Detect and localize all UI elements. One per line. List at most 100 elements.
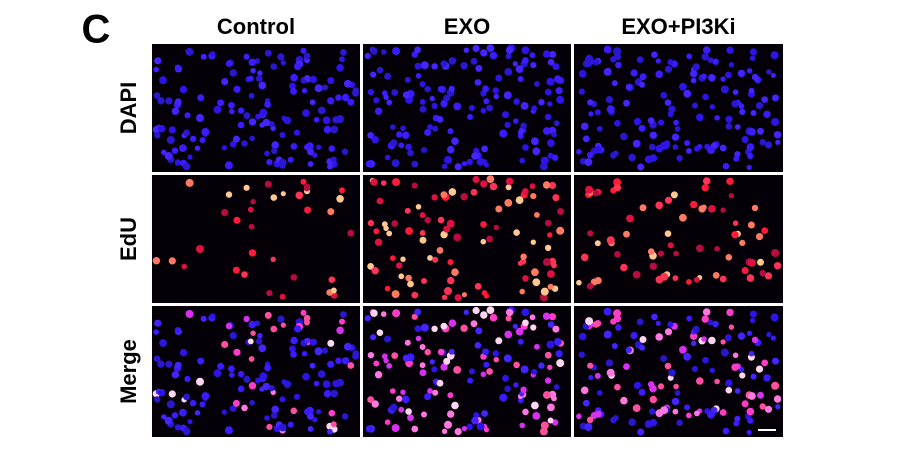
nucleus	[486, 104, 493, 112]
nucleus	[157, 97, 165, 105]
nucleus	[228, 102, 235, 109]
nucleus	[390, 403, 398, 412]
nucleus	[264, 101, 271, 108]
nucleus	[266, 423, 273, 430]
nucleus	[268, 385, 275, 392]
nucleus	[400, 125, 406, 131]
nucleus	[295, 191, 304, 200]
nucleus	[229, 405, 237, 412]
nucleus	[720, 76, 726, 82]
nucleus	[339, 56, 345, 63]
nucleus	[605, 96, 614, 104]
nucleus	[517, 338, 524, 345]
nucleus	[474, 342, 482, 349]
nucleus	[419, 105, 427, 113]
nucleus	[734, 124, 741, 130]
nucleus	[636, 318, 644, 326]
nucleus	[720, 348, 729, 357]
nucleus	[775, 404, 781, 410]
nucleus	[374, 371, 383, 379]
nucleus	[243, 112, 251, 120]
nucleus	[486, 235, 493, 243]
nucleus	[270, 194, 278, 201]
nucleus	[264, 311, 272, 319]
nucleus	[647, 248, 655, 255]
nucleus	[576, 413, 582, 420]
nucleus	[437, 216, 445, 224]
nucleus	[623, 230, 630, 238]
nucleus	[520, 386, 527, 393]
nucleus	[264, 364, 271, 372]
nucleus	[587, 99, 594, 106]
nucleus	[280, 60, 286, 66]
nucleus	[335, 357, 342, 364]
nucleus	[544, 88, 552, 96]
nucleus	[154, 132, 161, 139]
nucleus	[480, 311, 488, 319]
nucleus	[171, 147, 179, 154]
nucleus	[702, 177, 711, 185]
nucleus	[248, 382, 257, 390]
nucleus	[309, 338, 317, 346]
nucleus	[174, 424, 182, 431]
nucleus	[481, 145, 488, 153]
nucleus	[707, 410, 715, 419]
nucleus	[522, 319, 529, 327]
nucleus	[451, 268, 459, 277]
nucleus	[547, 417, 554, 424]
nucleus	[521, 308, 530, 317]
nucleus	[392, 309, 401, 318]
nucleus	[612, 415, 619, 421]
nucleus	[431, 366, 438, 373]
nucleus	[712, 58, 719, 65]
nucleus	[737, 332, 746, 340]
nucleus	[384, 335, 392, 343]
nucleus	[229, 69, 237, 77]
nucleus	[398, 142, 405, 149]
nucleus	[405, 274, 412, 282]
nucleus	[407, 414, 414, 422]
nucleus	[719, 275, 727, 283]
nucleus	[673, 250, 679, 257]
micrograph	[152, 175, 360, 303]
nucleus	[210, 51, 216, 57]
nucleus	[302, 372, 310, 381]
nucleus	[367, 88, 375, 96]
nucleus	[467, 113, 474, 120]
nucleus	[300, 178, 307, 185]
nucleus	[330, 287, 337, 294]
nucleus	[290, 351, 297, 358]
nucleus	[492, 87, 499, 94]
nucleus	[323, 389, 332, 398]
nucleus	[657, 250, 665, 257]
nucleus	[225, 191, 233, 198]
nucleus	[555, 350, 563, 358]
micrograph	[574, 306, 783, 437]
nucleus	[503, 354, 512, 363]
nucleus	[448, 188, 457, 196]
nucleus	[531, 137, 539, 146]
nucleus	[330, 156, 337, 163]
nucleus	[480, 221, 487, 228]
nucleus	[386, 363, 393, 369]
nucleus	[664, 230, 672, 237]
nucleus	[470, 320, 478, 328]
nucleus	[405, 143, 412, 151]
nucleus	[447, 145, 455, 154]
nucleus	[264, 180, 272, 188]
nucleus	[707, 57, 714, 63]
nucleus	[603, 330, 612, 339]
nucleus	[540, 156, 549, 165]
nucleus	[437, 348, 445, 356]
nucleus	[638, 124, 646, 132]
nucleus	[513, 382, 519, 388]
nucleus	[632, 139, 641, 148]
nucleus	[391, 352, 399, 359]
nucleus	[702, 356, 709, 364]
nucleus	[519, 422, 525, 429]
nucleus	[578, 70, 587, 78]
nucleus	[271, 405, 280, 414]
nucleus	[247, 338, 254, 345]
nucleus	[392, 47, 401, 56]
nucleus	[468, 368, 475, 375]
